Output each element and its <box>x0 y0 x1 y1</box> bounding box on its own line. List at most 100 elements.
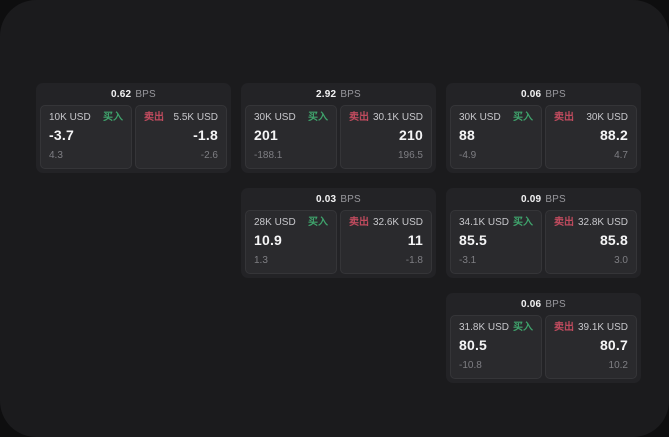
sell-panel[interactable]: 卖出 30K USD 88.2 4.7 <box>545 105 637 169</box>
sell-side-label: 卖出 <box>554 217 574 228</box>
card-header: 0.06 BPS <box>450 297 637 313</box>
quote-card[interactable]: 0.09 BPS 34.1K USD 买入 85.5 -3.1 卖出 <box>446 188 641 278</box>
sell-side-label: 卖出 <box>349 112 369 123</box>
panels: 10K USD 买入 -3.7 4.3 卖出 5.5K USD -1.8 -2.… <box>40 105 227 169</box>
buy-panel[interactable]: 34.1K USD 买入 85.5 -3.1 <box>450 210 542 274</box>
sell-side-label: 卖出 <box>349 217 369 228</box>
bps-value: 0.06 <box>521 89 542 100</box>
buy-delta: -10.8 <box>459 360 482 371</box>
buy-delta: -4.9 <box>459 150 477 161</box>
bps-label: BPS <box>340 194 361 205</box>
sell-delta: -1.8 <box>405 255 423 266</box>
sell-top-row: 卖出 30.1K USD <box>349 111 423 124</box>
bps-label: BPS <box>545 89 566 100</box>
quote-card[interactable]: 0.03 BPS 28K USD 买入 10.9 1.3 卖出 <box>241 188 436 278</box>
buy-side-label: 买入 <box>308 217 328 228</box>
cards-grid: 0.62 BPS 10K USD 买入 -3.7 4.3 卖出 <box>36 83 641 383</box>
buy-top-row: 30K USD 买入 <box>254 111 328 124</box>
panels: 31.8K USD 买入 80.5 -10.8 卖出 39.1K USD 80.… <box>450 315 637 379</box>
sell-size: 30K USD <box>586 112 628 123</box>
buy-size: 10K USD <box>49 112 91 123</box>
bps-label: BPS <box>545 299 566 310</box>
sell-top-row: 卖出 39.1K USD <box>554 321 628 334</box>
card-header: 2.92 BPS <box>245 87 432 103</box>
bps-value: 0.62 <box>111 89 132 100</box>
buy-size: 34.1K USD <box>459 217 510 228</box>
buy-side-label: 买入 <box>103 112 123 123</box>
sell-price: 11 <box>407 232 423 248</box>
sell-size: 32.8K USD <box>577 217 628 228</box>
buy-side-label: 买入 <box>513 322 533 333</box>
buy-delta: 1.3 <box>254 255 268 266</box>
buy-price: 88 <box>459 127 475 143</box>
sell-delta: 10.2 <box>608 360 628 371</box>
sell-panel[interactable]: 卖出 32.6K USD 11 -1.8 <box>340 210 432 274</box>
buy-top-row: 30K USD 买入 <box>459 111 533 124</box>
panels: 34.1K USD 买入 85.5 -3.1 卖出 32.8K USD 85.8… <box>450 210 637 274</box>
buy-delta: -188.1 <box>254 150 283 161</box>
sell-side-label: 卖出 <box>144 112 164 123</box>
sell-size: 5.5K USD <box>173 112 218 123</box>
quote-card[interactable]: 2.92 BPS 30K USD 买入 201 -188.1 卖出 <box>241 83 436 173</box>
sell-panel[interactable]: 卖出 30.1K USD 210 196.5 <box>340 105 432 169</box>
quote-card[interactable]: 0.62 BPS 10K USD 买入 -3.7 4.3 卖出 <box>36 83 231 173</box>
buy-size: 28K USD <box>254 217 296 228</box>
sell-price: 85.8 <box>599 232 628 248</box>
sell-price: 210 <box>399 127 423 143</box>
sell-top-row: 卖出 5.5K USD <box>144 111 218 124</box>
sell-size: 30.1K USD <box>372 112 423 123</box>
panels: 30K USD 买入 201 -188.1 卖出 30.1K USD 210 1… <box>245 105 432 169</box>
quote-card[interactable]: 0.06 BPS 31.8K USD 买入 80.5 -10.8 卖出 <box>446 293 641 383</box>
panels: 30K USD 买入 88 -4.9 卖出 30K USD 88.2 4.7 <box>450 105 637 169</box>
sell-size: 39.1K USD <box>577 322 628 333</box>
bps-value: 0.03 <box>316 194 337 205</box>
buy-price: 10.9 <box>254 232 283 248</box>
sell-size: 32.6K USD <box>372 217 423 228</box>
buy-delta: -3.1 <box>459 255 477 266</box>
sell-delta: 196.5 <box>397 150 423 161</box>
bps-value: 2.92 <box>316 89 337 100</box>
card-header: 0.09 BPS <box>450 192 637 208</box>
sell-delta: -2.6 <box>200 150 218 161</box>
sell-delta: 3.0 <box>614 255 628 266</box>
sell-side-label: 卖出 <box>554 112 574 123</box>
buy-price: 80.5 <box>459 337 488 353</box>
buy-side-label: 买入 <box>308 112 328 123</box>
sell-top-row: 卖出 32.8K USD <box>554 216 628 229</box>
quote-card[interactable]: 0.06 BPS 30K USD 买入 88 -4.9 卖出 <box>446 83 641 173</box>
bps-value: 0.09 <box>521 194 542 205</box>
buy-top-row: 10K USD 买入 <box>49 111 123 124</box>
sell-price: 80.7 <box>599 337 628 353</box>
buy-panel[interactable]: 30K USD 买入 201 -188.1 <box>245 105 337 169</box>
sell-price: -1.8 <box>193 127 218 143</box>
bps-value: 0.06 <box>521 299 542 310</box>
sell-delta: 4.7 <box>614 150 628 161</box>
sell-price: 88.2 <box>599 127 628 143</box>
sell-panel[interactable]: 卖出 39.1K USD 80.7 10.2 <box>545 315 637 379</box>
bps-label: BPS <box>135 89 156 100</box>
buy-top-row: 31.8K USD 买入 <box>459 321 533 334</box>
buy-panel[interactable]: 10K USD 买入 -3.7 4.3 <box>40 105 132 169</box>
buy-price: -3.7 <box>49 127 74 143</box>
buy-price: 201 <box>254 127 278 143</box>
sell-panel[interactable]: 卖出 5.5K USD -1.8 -2.6 <box>135 105 227 169</box>
bps-label: BPS <box>545 194 566 205</box>
buy-top-row: 28K USD 买入 <box>254 216 328 229</box>
buy-delta: 4.3 <box>49 150 63 161</box>
buy-size: 30K USD <box>459 112 501 123</box>
panels: 28K USD 买入 10.9 1.3 卖出 32.6K USD 11 -1.8 <box>245 210 432 274</box>
bps-label: BPS <box>340 89 361 100</box>
card-header: 0.06 BPS <box>450 87 637 103</box>
buy-panel[interactable]: 31.8K USD 买入 80.5 -10.8 <box>450 315 542 379</box>
buy-panel[interactable]: 28K USD 买入 10.9 1.3 <box>245 210 337 274</box>
buy-side-label: 买入 <box>513 217 533 228</box>
buy-panel[interactable]: 30K USD 买入 88 -4.9 <box>450 105 542 169</box>
sell-side-label: 卖出 <box>554 322 574 333</box>
buy-top-row: 34.1K USD 买入 <box>459 216 533 229</box>
sell-top-row: 卖出 32.6K USD <box>349 216 423 229</box>
sell-top-row: 卖出 30K USD <box>554 111 628 124</box>
sell-panel[interactable]: 卖出 32.8K USD 85.8 3.0 <box>545 210 637 274</box>
buy-size: 30K USD <box>254 112 296 123</box>
